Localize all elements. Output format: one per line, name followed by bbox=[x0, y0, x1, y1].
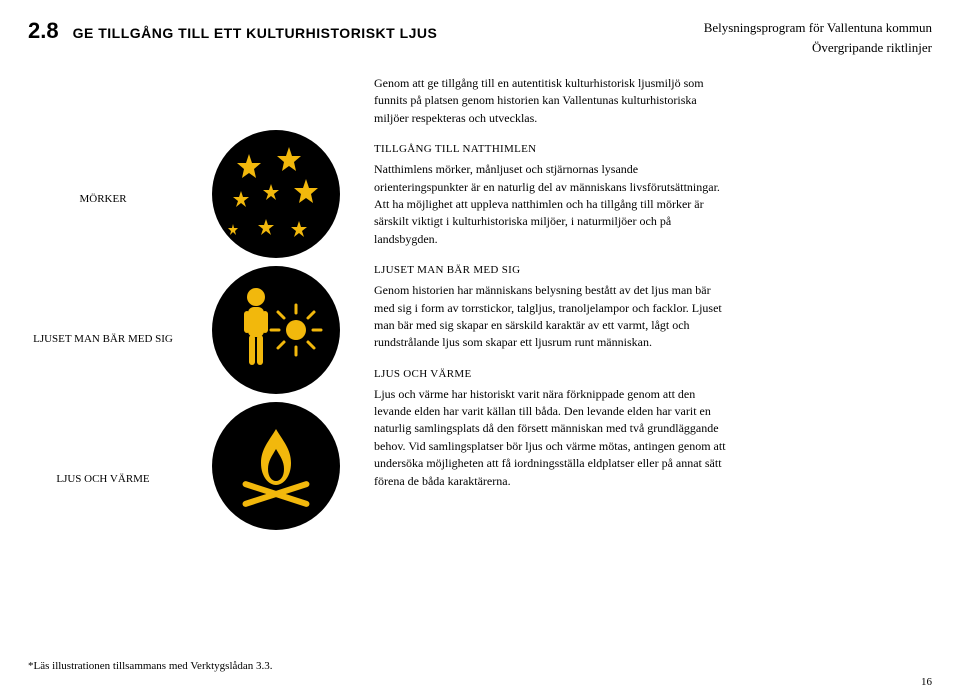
section-title-ljuset: LJUSET MAN BÄR MED SIG bbox=[374, 264, 734, 276]
page-header: 2.8 GE TILLGÅNG TILL ETT KULTURHISTORISK… bbox=[28, 18, 932, 57]
label-morker: MÖRKER bbox=[79, 129, 126, 269]
campfire-icon bbox=[211, 401, 341, 531]
night-sky-icon bbox=[211, 129, 341, 259]
document-page: 2.8 GE TILLGÅNG TILL ETT KULTURHISTORISK… bbox=[0, 0, 960, 700]
person-light-icon bbox=[211, 265, 341, 395]
label-varme: LJUS OCH VÄRME bbox=[56, 409, 149, 549]
section-natthimlen: TILLGÅNG TILL NATTHIMLEN Natthimlens mör… bbox=[374, 143, 734, 248]
text-column: Genom att ge tillgång till en autentitis… bbox=[374, 75, 932, 549]
labels-column: MÖRKER LJUSET MAN BÄR MED SIG LJUS OCH V… bbox=[28, 75, 178, 549]
intro-paragraph: Genom att ge tillgång till en autentitis… bbox=[374, 75, 734, 127]
section-body-varme: Ljus och värme har historiskt varit nära… bbox=[374, 386, 734, 490]
icons-column bbox=[206, 75, 346, 549]
section-title-varme: LJUS OCH VÄRME bbox=[374, 368, 734, 380]
content-row: MÖRKER LJUSET MAN BÄR MED SIG LJUS OCH V… bbox=[28, 75, 932, 549]
doc-title: Belysningsprogram för Vallentuna kommun bbox=[704, 18, 932, 38]
header-left: 2.8 GE TILLGÅNG TILL ETT KULTURHISTORISK… bbox=[28, 18, 437, 44]
section-body-ljuset: Genom historien har människans belysning… bbox=[374, 282, 734, 352]
label-ljuset: LJUSET MAN BÄR MED SIG bbox=[33, 269, 173, 409]
section-varme: LJUS OCH VÄRME Ljus och värme har histor… bbox=[374, 368, 734, 490]
footnote: *Läs illustrationen tillsammans med Verk… bbox=[28, 660, 273, 672]
section-title-natthimlen: TILLGÅNG TILL NATTHIMLEN bbox=[374, 143, 734, 155]
page-number: 16 bbox=[921, 676, 932, 688]
section-title: GE TILLGÅNG TILL ETT KULTURHISTORISKT LJ… bbox=[73, 25, 438, 41]
section-number: 2.8 bbox=[28, 18, 59, 44]
section-body-natthimlen: Natthimlens mörker, månljuset och stjärn… bbox=[374, 161, 734, 248]
header-right: Belysningsprogram för Vallentuna kommun … bbox=[704, 18, 932, 57]
doc-subtitle: Övergripande riktlinjer bbox=[704, 38, 932, 58]
section-ljuset: LJUSET MAN BÄR MED SIG Genom historien h… bbox=[374, 264, 734, 352]
